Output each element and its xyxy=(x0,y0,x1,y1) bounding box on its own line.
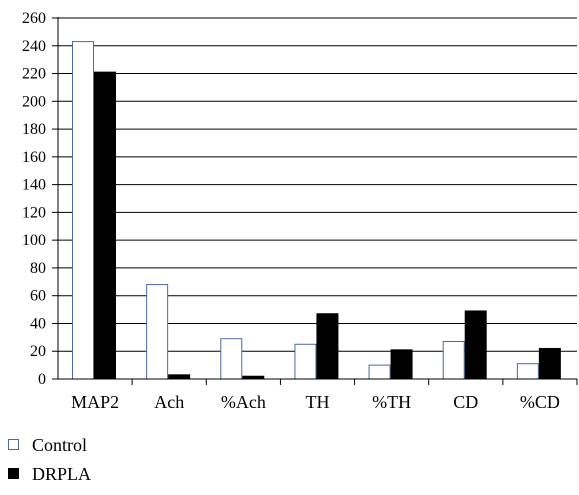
y-tick-label: 120 xyxy=(22,204,46,221)
x-tick-label: TH xyxy=(306,392,330,412)
legend-label-drpla: DRPLA xyxy=(32,464,91,484)
x-tick-label: %Ach xyxy=(221,392,266,412)
bar-control-cd xyxy=(442,341,465,380)
axes xyxy=(57,17,577,380)
bar-drpla-map2 xyxy=(94,71,116,380)
y-axis-ticks: 0 20 40 60 80 100 120 140 160 180 200 220 240 260 xyxy=(22,10,58,388)
x-tick-label: CD xyxy=(453,392,478,412)
y-tick-label: 0 xyxy=(38,371,46,388)
legend: Control DRPLA xyxy=(8,435,91,484)
bar-control-ach xyxy=(146,284,169,380)
bar-drpla-th xyxy=(316,313,339,380)
y-tick-label: 100 xyxy=(22,232,46,249)
x-axis-ticks: MAP2 Ach %Ach TH %TH CD %CD xyxy=(71,379,578,412)
bars xyxy=(72,41,561,380)
x-tick-label: Ach xyxy=(154,392,184,412)
y-tick-label: 200 xyxy=(22,93,46,110)
bar-control-pct-cd xyxy=(516,363,539,380)
y-tick-label: 260 xyxy=(22,10,46,27)
bar-control-pct-ach xyxy=(220,338,243,380)
legend-swatch-control xyxy=(8,439,19,450)
bar-control-th xyxy=(294,343,317,380)
bar-control-pct-th xyxy=(368,364,391,380)
y-tick-label: 160 xyxy=(22,149,46,166)
gridlines xyxy=(58,17,577,352)
x-tick-label: %TH xyxy=(372,392,411,412)
bar-drpla-ach xyxy=(168,374,191,380)
x-tick-label: MAP2 xyxy=(71,392,119,412)
y-tick-label: 40 xyxy=(30,315,46,332)
y-tick-label: 180 xyxy=(22,121,46,138)
y-tick-label: 60 xyxy=(30,288,46,305)
y-tick-label: 20 xyxy=(30,343,46,360)
bar-drpla-pct-th xyxy=(390,349,413,380)
y-tick-label: 80 xyxy=(30,260,46,277)
y-tick-label: 220 xyxy=(22,66,46,83)
bar-drpla-cd xyxy=(464,310,487,380)
bar-control-map2 xyxy=(72,41,94,380)
x-tick-label: %CD xyxy=(520,392,560,412)
bar-drpla-pct-cd xyxy=(538,347,561,380)
legend-label-control: Control xyxy=(32,435,87,455)
y-tick-label: 240 xyxy=(22,38,46,55)
y-tick-label: 140 xyxy=(22,177,46,194)
legend-swatch-drpla xyxy=(8,468,19,479)
